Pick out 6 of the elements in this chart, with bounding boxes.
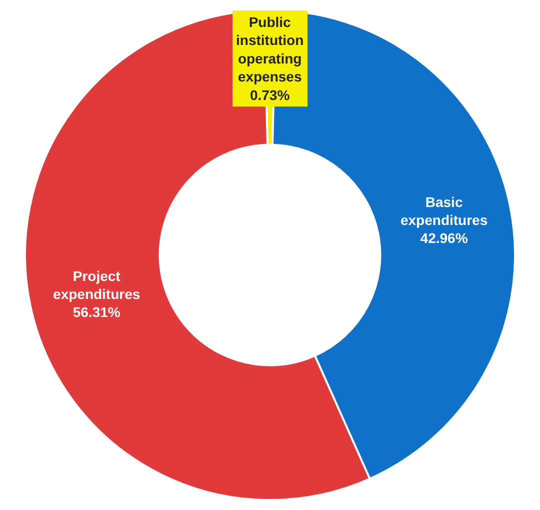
slice-label: Public institution operating expenses bbox=[236, 14, 304, 85]
data-label: 56.31% bbox=[72, 304, 121, 320]
slice-label: Project expenditures bbox=[53, 268, 140, 302]
data-label: 42.96% bbox=[420, 230, 468, 246]
data-label: 0.73% bbox=[250, 86, 290, 103]
slice-label: Basic expenditures bbox=[400, 194, 488, 228]
